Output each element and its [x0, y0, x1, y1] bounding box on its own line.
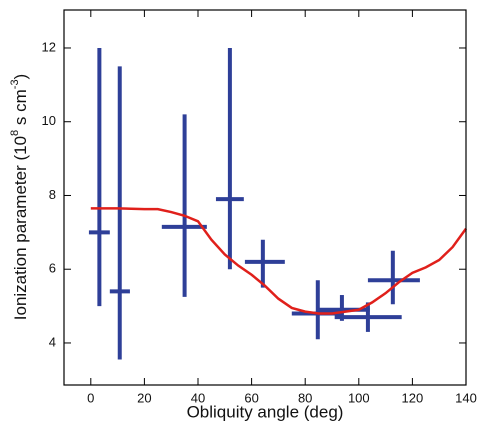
x-tick-label: 0: [87, 390, 94, 405]
y-tick-label: 4: [49, 334, 56, 349]
plot-frame: [63, 9, 467, 386]
x-tick-label: 80: [298, 390, 312, 405]
x-tick-label: 120: [402, 390, 424, 405]
x-tick-label: 40: [191, 390, 205, 405]
x-tick-label: 140: [455, 390, 477, 405]
x-tick-label: 100: [348, 390, 370, 405]
x-axis-label: Obliquity angle (deg): [187, 402, 344, 421]
y-label-part: Ionization parameter (10: [11, 136, 30, 320]
y-label-part: s cm: [11, 89, 30, 130]
y-tick-label: 6: [49, 261, 56, 276]
y-tick-label: 12: [42, 39, 56, 54]
y-axis-label: Ionization parameter (108 s cm-3): [9, 74, 31, 320]
x-tick-label: 20: [137, 390, 151, 405]
y-tick-label: 10: [42, 113, 56, 128]
y-label-sup: -3: [9, 79, 21, 89]
y-label-sup: 8: [9, 130, 21, 136]
model-line: [90, 207, 468, 315]
y-tick-label: 8: [49, 187, 56, 202]
y-label-part: ): [11, 74, 30, 80]
x-tick-label: 60: [244, 390, 258, 405]
